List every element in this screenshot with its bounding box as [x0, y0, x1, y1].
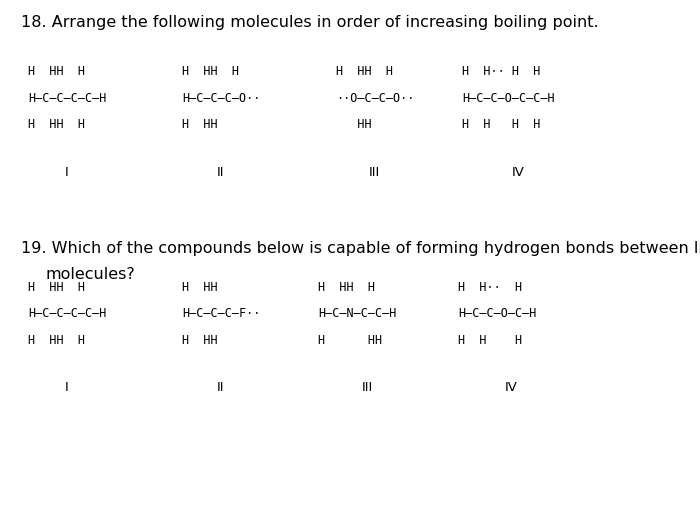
Text: H  HH  H: H HH H	[28, 281, 85, 294]
Text: H  H    H: H H H	[458, 334, 523, 347]
Text: H  HH  H: H HH H	[336, 65, 393, 78]
Text: I: I	[64, 166, 69, 178]
Text: 19. Which of the compounds below is capable of forming hydrogen bonds between li: 19. Which of the compounds below is capa…	[21, 241, 700, 257]
Text: H–C–C–O–C–C–H: H–C–C–O–C–C–H	[462, 91, 554, 105]
Text: IV: IV	[505, 382, 517, 394]
Text: HH: HH	[336, 118, 372, 131]
Text: H  HH: H HH	[182, 281, 218, 294]
Text: H  H⋅⋅ H  H: H H⋅⋅ H H	[462, 65, 540, 78]
Text: H  H   H  H: H H H H	[462, 118, 540, 131]
Text: H–C–C–C–O⋅⋅: H–C–C–C–O⋅⋅	[182, 91, 260, 105]
Text: H–C–C–C–F⋅⋅: H–C–C–C–F⋅⋅	[182, 307, 260, 321]
Text: H  HH  H: H HH H	[28, 334, 85, 347]
Text: H  HH  H: H HH H	[318, 281, 375, 294]
Text: H–C–C–C–C–H: H–C–C–C–C–H	[28, 91, 106, 105]
Text: molecules?: molecules?	[46, 267, 135, 282]
Text: II: II	[217, 166, 224, 178]
Text: II: II	[217, 382, 224, 394]
Text: H–C–N–C–C–H: H–C–N–C–C–H	[318, 307, 397, 321]
Text: ⋅⋅O–C–C–O⋅⋅: ⋅⋅O–C–C–O⋅⋅	[336, 91, 414, 105]
Text: IV: IV	[512, 166, 524, 178]
Text: H–C–C–C–C–H: H–C–C–C–C–H	[28, 307, 106, 321]
Text: 18. Arrange the following molecules in order of increasing boiling point.: 18. Arrange the following molecules in o…	[21, 15, 598, 30]
Text: H  HH  H: H HH H	[28, 65, 85, 78]
Text: III: III	[362, 382, 373, 394]
Text: H–C–C–O–C–H: H–C–C–O–C–H	[458, 307, 537, 321]
Text: H  HH: H HH	[182, 334, 218, 347]
Text: H  H⋅⋅  H: H H⋅⋅ H	[458, 281, 523, 294]
Text: H  HH: H HH	[182, 118, 218, 131]
Text: H  HH  H: H HH H	[28, 118, 85, 131]
Text: III: III	[369, 166, 380, 178]
Text: H      HH: H HH	[318, 334, 383, 347]
Text: I: I	[64, 382, 69, 394]
Text: H  HH  H: H HH H	[182, 65, 239, 78]
